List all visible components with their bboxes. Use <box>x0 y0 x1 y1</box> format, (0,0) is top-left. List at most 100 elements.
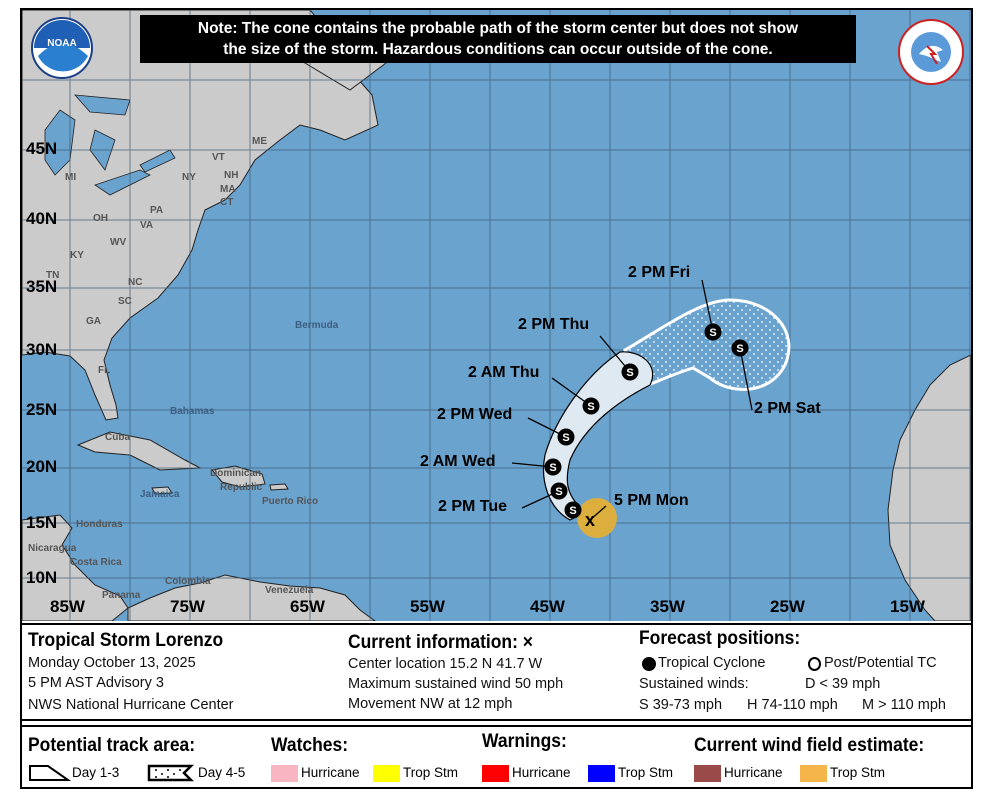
current-position-x-icon: x <box>585 510 595 530</box>
lat-label: 20N <box>26 457 58 476</box>
place-label: Bermuda <box>295 320 339 331</box>
place-label: Honduras <box>76 519 123 530</box>
place-label: Panama <box>102 590 141 601</box>
place-label: GA <box>86 316 101 327</box>
tropical-storm-marker <box>550 482 568 500</box>
legend-panel: Potential track area: Day 1-3 Day 4-5 Wa… <box>22 725 971 788</box>
advisory-number: 5 PM AST Advisory 3 <box>28 675 164 691</box>
legend-swatch <box>271 765 298 782</box>
tropical-storm-marker <box>544 458 562 476</box>
forecast-positions-title: Forecast positions: <box>639 628 801 649</box>
day-1-3-cone-icon <box>29 765 72 781</box>
movement: Movement NW at 12 mph <box>348 696 513 712</box>
africa <box>887 354 971 621</box>
forecast-time-label: 2 PM Wed <box>437 406 513 423</box>
place-label: Bahamas <box>170 406 215 417</box>
storm-type-letter: S <box>555 486 562 498</box>
place-label: KY <box>70 250 84 261</box>
lon-label: 25W <box>770 597 805 616</box>
wind-field-trop-stm <box>577 498 617 538</box>
legend-item-label: Trop Stm <box>403 765 459 780</box>
place-label: Venezuela <box>265 585 314 596</box>
lon-label: 75W <box>170 597 205 616</box>
place-label: TN <box>46 270 60 281</box>
tropical-storm-marker <box>621 363 639 381</box>
place-label: Nicaragua <box>28 543 77 554</box>
lat-label: 35N <box>26 277 58 296</box>
lon-label: 45W <box>530 597 565 616</box>
max-wind: Maximum sustained wind 50 mph <box>348 676 564 692</box>
storm-type-letter: S <box>587 401 594 413</box>
hurricane-range: H 74-110 mph <box>747 697 838 713</box>
storm-type-letter: S <box>562 432 569 444</box>
place-label: NY <box>182 172 196 183</box>
place-label: Cuba <box>105 432 130 443</box>
forecast-time-label: 2 AM Wed <box>420 453 496 470</box>
legend-item-label: Trop Stm <box>830 765 886 780</box>
warnings-title: Warnings: <box>482 731 567 752</box>
storm-type-letter: S <box>736 343 743 355</box>
lon-label: 15W <box>890 597 925 616</box>
forecast-time-label: 5 PM Mon <box>614 492 689 509</box>
lon-label: 55W <box>410 597 445 616</box>
current-info-title: Current information: × <box>348 632 534 653</box>
legend-swatch <box>482 765 509 782</box>
place-label: MA <box>220 184 236 195</box>
tropical-storm-marker <box>704 323 722 341</box>
label-leader-line <box>701 279 714 333</box>
legend-swatch <box>694 765 721 782</box>
note-line-1: Note: The cone contains the probable pat… <box>197 20 799 37</box>
noaa-logo: NOAA <box>31 17 93 79</box>
tropical-storm-marker <box>564 501 582 519</box>
place-label: Jamaica <box>140 489 180 500</box>
post-potential-tc-icon <box>808 657 821 671</box>
watches-title: Watches: <box>271 735 349 756</box>
cone-disclaimer: Note: The cone contains the probable pat… <box>140 15 856 63</box>
place-label: VT <box>212 152 225 163</box>
tropical-cyclone-icon <box>642 657 656 671</box>
place-label: WV <box>110 237 127 248</box>
lat-lon-grid <box>22 10 971 621</box>
forecast-time-label: 2 PM Thu <box>518 316 590 333</box>
nws-logo <box>898 19 964 85</box>
lat-label: 15N <box>26 513 58 532</box>
major-range: M > 110 mph <box>862 697 946 713</box>
wind-field-title: Current wind field estimate: <box>694 735 925 756</box>
day-4-5-label: Day 4-5 <box>198 765 246 780</box>
day-4-5-cone-icon <box>147 764 195 782</box>
note-line-2: the size of the storm. Hazardous conditi… <box>223 41 773 58</box>
place-label: VA <box>140 220 154 231</box>
label-leader-line <box>739 347 753 411</box>
forecast-time-label: 2 PM Sat <box>754 400 821 417</box>
jamaica <box>151 486 173 495</box>
place-label: NH <box>224 170 239 181</box>
great-lakes <box>44 94 176 196</box>
lat-label: 25N <box>26 400 58 419</box>
cone-day-1-3 <box>543 351 654 521</box>
lon-label: 85W <box>50 597 85 616</box>
lon-label: 35W <box>650 597 685 616</box>
place-label: OH <box>93 213 108 224</box>
tropical-storm-marker <box>731 339 749 357</box>
storm-range: S 39-73 mph <box>639 697 723 713</box>
central-america <box>22 514 129 621</box>
tropical-cyclone-label: Tropical Cyclone <box>658 655 766 671</box>
depression-range: D < 39 mph <box>805 676 881 692</box>
lat-label: 10N <box>26 568 58 587</box>
cone <box>543 298 791 538</box>
graphic-frame <box>20 8 973 789</box>
place-label: Dominican <box>210 468 262 479</box>
lat-label: 45N <box>26 139 58 158</box>
legend-swatch <box>373 765 400 782</box>
forecast-time-label: 2 AM Thu <box>468 364 540 381</box>
post-potential-tc-label: Post/Potential TC <box>824 655 937 671</box>
legend-item-label: Trop Stm <box>618 765 674 780</box>
place-label: Republic <box>220 482 263 493</box>
issuing-center: NWS National Hurricane Center <box>28 697 234 713</box>
tropical-storm-marker <box>557 428 575 446</box>
tropical-storm-marker <box>582 397 600 415</box>
place-label: FL <box>98 365 111 376</box>
day-1-3-label: Day 1-3 <box>72 765 120 780</box>
place-label: MI <box>65 172 77 183</box>
